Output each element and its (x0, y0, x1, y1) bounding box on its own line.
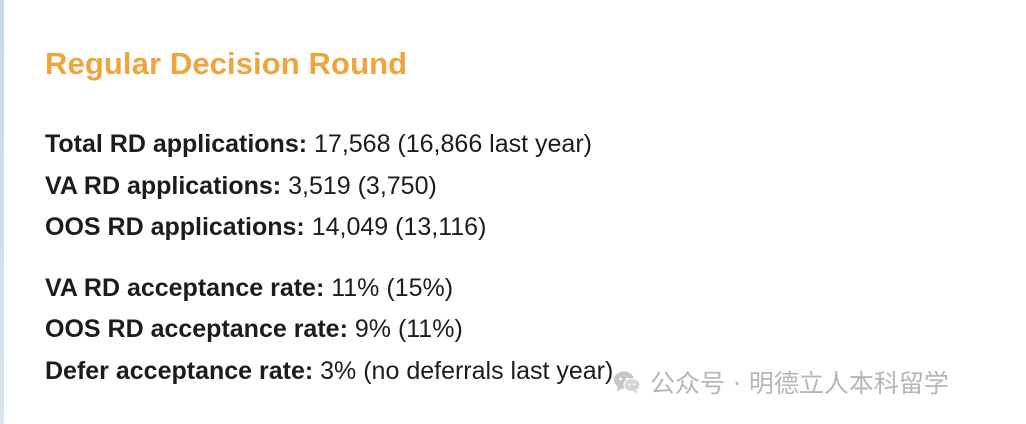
acceptance-stats: VA RD acceptance rate: 11% (15%) OOS RD … (45, 268, 1006, 393)
stat-total-rd-applications: Total RD applications: 17,568 (16,866 la… (45, 124, 1006, 166)
stat-label: Total RD applications: (45, 130, 308, 158)
stat-va-rd-applications: VA RD applications: 3,519 (3,750) (45, 166, 1006, 208)
document-content: Regular Decision Round Total RD applicat… (45, 44, 1006, 392)
wechat-icon (614, 371, 641, 394)
stat-value: 3% (no deferrals last year) (320, 356, 614, 385)
watermark-text: 公众号 · 明德立人本科留学 (650, 369, 949, 398)
left-border (0, 0, 4, 424)
stat-label: VA RD applications: (45, 171, 282, 200)
stat-label: OOS RD applications: (45, 213, 305, 241)
stat-value: 3,519 (3,750) (288, 171, 437, 200)
stat-oos-rd-applications: OOS RD applications: 14,049 (13,116) (45, 207, 1006, 249)
stat-value: 14,049 (13,116) (311, 213, 487, 241)
applications-stats: Total RD applications: 17,568 (16,866 la… (45, 124, 1006, 249)
stat-oos-rd-acceptance-rate: OOS RD acceptance rate: 9% (11%) (45, 309, 1006, 351)
stat-value: 11% (15%) (331, 273, 454, 302)
stat-value: 17,568 (16,866 last year) (314, 130, 592, 158)
stat-defer-acceptance-rate: Defer acceptance rate: 3% (no deferrals … (45, 351, 1006, 393)
stat-label: Defer acceptance rate: (45, 356, 314, 385)
section-title: Regular Decision Round (45, 46, 408, 81)
stat-va-rd-acceptance-rate: VA RD acceptance rate: 11% (15%) (45, 268, 1006, 310)
watermark: 公众号 · 明德立人本科留学 (612, 364, 949, 400)
stat-label: VA RD acceptance rate: (45, 273, 325, 302)
stat-value: 9% (11%) (354, 315, 463, 343)
stat-label: OOS RD acceptance rate: (45, 315, 348, 343)
